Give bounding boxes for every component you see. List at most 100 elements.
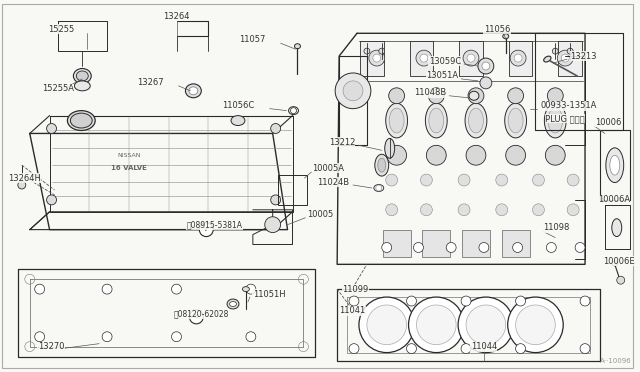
Circle shape xyxy=(246,284,256,294)
Circle shape xyxy=(47,195,56,205)
Circle shape xyxy=(461,296,471,306)
Circle shape xyxy=(420,174,433,186)
Circle shape xyxy=(446,243,456,253)
Circle shape xyxy=(417,305,456,344)
Text: 11099: 11099 xyxy=(342,285,369,294)
Circle shape xyxy=(386,204,397,216)
Ellipse shape xyxy=(375,154,388,176)
Circle shape xyxy=(463,50,479,66)
Text: 11056C: 11056C xyxy=(221,101,254,110)
Circle shape xyxy=(508,297,563,353)
Circle shape xyxy=(291,108,296,113)
Circle shape xyxy=(246,332,256,341)
Ellipse shape xyxy=(76,71,88,81)
Ellipse shape xyxy=(503,34,509,39)
Circle shape xyxy=(506,145,525,165)
Text: 00933-1351A: 00933-1351A xyxy=(540,101,596,110)
Circle shape xyxy=(376,185,382,191)
Text: NISSAN: NISSAN xyxy=(117,153,141,158)
Ellipse shape xyxy=(70,113,92,128)
Circle shape xyxy=(561,54,569,62)
Text: 10005A: 10005A xyxy=(312,164,344,173)
Circle shape xyxy=(420,204,433,216)
Circle shape xyxy=(466,145,486,165)
Bar xyxy=(558,41,582,76)
Circle shape xyxy=(406,344,417,353)
Text: A··10096: A··10096 xyxy=(600,357,632,363)
Ellipse shape xyxy=(469,91,479,100)
Ellipse shape xyxy=(508,108,523,133)
Circle shape xyxy=(102,284,112,294)
Circle shape xyxy=(367,305,406,344)
Circle shape xyxy=(545,145,565,165)
Circle shape xyxy=(567,48,573,54)
Circle shape xyxy=(567,174,579,186)
Circle shape xyxy=(343,81,363,101)
Text: ⒲08120-62028: ⒲08120-62028 xyxy=(173,310,229,318)
Circle shape xyxy=(349,296,359,306)
Text: 11056: 11056 xyxy=(484,25,510,34)
Circle shape xyxy=(516,344,525,353)
Ellipse shape xyxy=(606,148,624,183)
Bar xyxy=(509,41,532,76)
Circle shape xyxy=(516,305,556,344)
Text: 13059C: 13059C xyxy=(429,57,461,65)
Ellipse shape xyxy=(231,116,245,125)
Ellipse shape xyxy=(505,103,527,138)
Bar xyxy=(502,230,529,257)
Circle shape xyxy=(547,243,556,253)
Ellipse shape xyxy=(67,110,95,131)
Circle shape xyxy=(35,332,45,341)
Circle shape xyxy=(532,204,545,216)
Text: 13264H: 13264H xyxy=(8,174,41,183)
Circle shape xyxy=(364,48,370,54)
Circle shape xyxy=(406,296,417,306)
Ellipse shape xyxy=(548,108,563,133)
Text: 13270: 13270 xyxy=(38,342,64,351)
Circle shape xyxy=(510,50,526,66)
Circle shape xyxy=(265,217,280,232)
Text: 10005: 10005 xyxy=(307,210,333,219)
Circle shape xyxy=(466,305,506,344)
Circle shape xyxy=(379,48,385,54)
Circle shape xyxy=(426,145,446,165)
Ellipse shape xyxy=(429,108,444,133)
Circle shape xyxy=(189,310,204,324)
Text: 16 VALVE: 16 VALVE xyxy=(111,165,147,171)
Circle shape xyxy=(47,124,56,134)
Circle shape xyxy=(547,88,563,104)
Text: 11051H: 11051H xyxy=(253,289,285,299)
Ellipse shape xyxy=(227,299,239,309)
Ellipse shape xyxy=(74,68,92,83)
Circle shape xyxy=(388,88,404,104)
Circle shape xyxy=(102,332,112,341)
Circle shape xyxy=(172,332,182,341)
Circle shape xyxy=(386,174,397,186)
Circle shape xyxy=(369,50,385,66)
Circle shape xyxy=(382,243,392,253)
Circle shape xyxy=(408,297,464,353)
Ellipse shape xyxy=(612,261,618,266)
Text: B: B xyxy=(195,314,198,320)
Circle shape xyxy=(18,181,26,189)
Bar xyxy=(410,41,433,76)
Circle shape xyxy=(458,297,514,353)
Ellipse shape xyxy=(544,56,551,62)
Circle shape xyxy=(508,88,524,104)
Ellipse shape xyxy=(545,103,566,138)
Circle shape xyxy=(271,195,280,205)
Circle shape xyxy=(496,204,508,216)
Circle shape xyxy=(271,124,280,134)
Ellipse shape xyxy=(189,87,198,95)
Ellipse shape xyxy=(386,103,408,138)
Circle shape xyxy=(413,243,424,253)
Ellipse shape xyxy=(465,103,487,138)
Circle shape xyxy=(458,174,470,186)
Text: 10006: 10006 xyxy=(595,118,621,127)
Circle shape xyxy=(557,50,573,66)
Circle shape xyxy=(458,204,470,216)
Bar xyxy=(360,41,384,76)
Circle shape xyxy=(496,174,508,186)
Circle shape xyxy=(516,296,525,306)
Ellipse shape xyxy=(610,155,620,175)
